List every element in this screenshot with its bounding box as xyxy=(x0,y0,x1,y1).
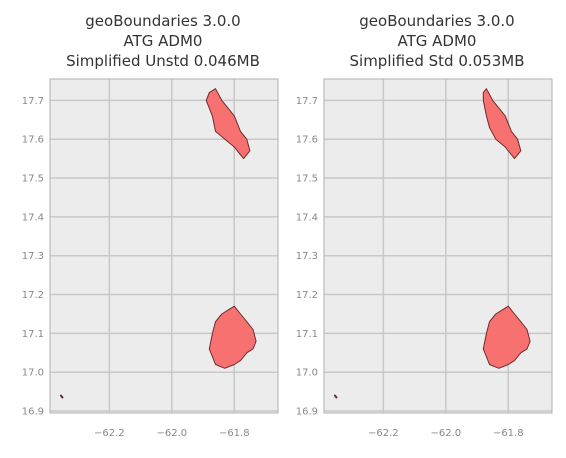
map-panel-std: geoBoundaries 3.0.0 ATG ADM0 Simplified … xyxy=(296,12,553,439)
barbuda-shape xyxy=(482,88,522,160)
country-shapes xyxy=(59,88,257,399)
y-tick-label: 17.6 xyxy=(296,135,318,146)
y-tick-label: 17.7 xyxy=(22,96,44,107)
x-tick-label: −62.2 xyxy=(94,428,125,439)
y-tick-label: 17.7 xyxy=(296,96,318,107)
panel-title-line-2: ATG ADM0 xyxy=(124,32,203,50)
redonda-shape xyxy=(59,394,64,399)
plot-frame xyxy=(323,78,553,414)
barbuda-shape xyxy=(205,88,251,160)
y-tick-label: 17.4 xyxy=(296,212,318,223)
y-tick-label: 17.2 xyxy=(296,290,318,301)
plot-area xyxy=(50,79,278,413)
x-tick-label: −62.2 xyxy=(368,428,399,439)
x-tick-label: −61.8 xyxy=(493,428,524,439)
country-shapes xyxy=(333,88,531,399)
panel-title-line-1: geoBoundaries 3.0.0 xyxy=(85,12,240,30)
axis-ticks: −62.2 −62.0 −61.8 16.9 17.0 17.1 17.2 17.3 17.4 1… xyxy=(22,96,250,439)
y-tick-label: 17.5 xyxy=(296,174,318,185)
plot-area xyxy=(324,79,552,413)
y-tick-label: 17.1 xyxy=(22,329,44,340)
panel-title-line-2: ATG ADM0 xyxy=(398,32,477,50)
antigua-shape xyxy=(482,305,531,369)
panel-title-line-3: Simplified Std 0.053MB xyxy=(350,52,525,70)
y-tick-label: 17.3 xyxy=(22,251,44,262)
y-tick-label: 17.4 xyxy=(22,212,44,223)
y-tick-label: 16.9 xyxy=(22,407,44,418)
x-tick-label: −61.8 xyxy=(219,428,250,439)
antigua-shape xyxy=(208,305,257,369)
plot-frame xyxy=(49,78,279,414)
y-tick-label: 17.3 xyxy=(296,251,318,262)
y-tick-label: 17.6 xyxy=(22,135,44,146)
redonda-shape xyxy=(333,394,338,399)
y-tick-label: 17.5 xyxy=(22,174,44,185)
panel-title-line-1: geoBoundaries 3.0.0 xyxy=(359,12,514,30)
x-tick-label: −62.0 xyxy=(430,428,461,439)
y-tick-label: 16.9 xyxy=(296,407,318,418)
y-tick-label: 17.2 xyxy=(22,290,44,301)
y-tick-label: 17.0 xyxy=(296,368,318,379)
panel-title-line-3: Simplified Unstd 0.046MB xyxy=(66,52,260,70)
y-tick-label: 17.1 xyxy=(296,329,318,340)
map-panel-unstd: geoBoundaries 3.0.0 ATG ADM0 Simplified … xyxy=(22,12,279,439)
axis-ticks: −62.2 −62.0 −61.8 16.9 17.0 17.1 17.2 17.3 17.4 1… xyxy=(296,96,524,439)
y-tick-label: 17.0 xyxy=(22,368,44,379)
x-tick-label: −62.0 xyxy=(156,428,187,439)
